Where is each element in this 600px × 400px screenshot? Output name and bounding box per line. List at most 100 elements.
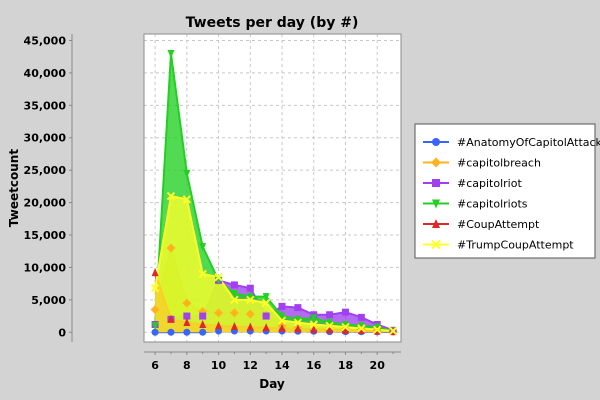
legend-label: #capitolbreach [457,157,541,170]
x-tick-label: 12 [243,359,258,372]
data-point [166,191,176,201]
y-tick-label: 0 [58,326,66,339]
data-point [294,304,302,312]
data-point [294,315,302,324]
data-point [151,328,159,336]
x-tick-label: 16 [306,359,322,372]
data-point [151,268,159,277]
x-tick-label: 14 [274,359,290,372]
legend-label: #CoupAttempt [457,218,540,231]
data-point [199,243,207,252]
data-point [229,308,239,318]
data-point [277,316,287,325]
data-point [215,321,223,330]
data-point [167,328,175,336]
data-point [182,298,192,308]
data-point [183,312,191,320]
data-point [357,325,365,334]
data-point [167,314,175,323]
x-tick-label: 6 [151,359,159,372]
legend: #AnatomyOfCapitolAttack #capitolbreach #ca… [414,123,600,259]
data-point [230,281,238,289]
data-point [183,318,191,327]
y-tick-label: 45,000 [24,34,67,47]
data-point [246,284,254,292]
data-point [166,243,176,253]
data-point [278,312,286,321]
y-tick-label: 35,000 [24,99,67,112]
legend-marker [432,179,440,187]
series-layer [154,53,394,334]
data-point [357,324,366,333]
data-point [341,325,349,334]
legend-label: #capitolriot [457,177,522,190]
data-point [183,328,191,336]
data-point [230,289,238,298]
legend-marker [431,239,441,250]
data-point [326,311,334,319]
y-tick-label: 40,000 [24,67,67,80]
legend-marker [432,199,440,209]
data-point [262,312,270,320]
data-point [214,272,223,282]
data-point [341,320,349,329]
data-point [293,318,303,327]
data-point [388,326,398,336]
data-point [183,169,191,178]
x-tick-label: 8 [183,359,191,372]
legend-label: #AnatomyOfCapitolAttack [457,136,600,149]
data-point [246,293,254,302]
y-tick-label: 25,000 [24,164,67,177]
y-axis-title: Tweetcount [7,149,21,227]
data-point [214,308,224,318]
data-point [199,319,207,328]
data-point [325,321,334,330]
data-point [246,295,255,305]
data-point [309,320,318,329]
marker-layer [150,49,398,336]
data-point [341,308,349,316]
legend-marker [431,157,441,168]
data-point [151,322,159,331]
legend-marker [432,138,440,146]
data-point [326,319,334,328]
data-point [198,269,207,279]
data-point [199,312,207,320]
data-point [230,321,238,330]
x-axis-title: Day [259,377,285,391]
data-point [326,325,334,334]
data-point [199,328,207,336]
y-tick-label: 15,000 [24,229,67,242]
data-point [182,195,192,204]
data-point [357,313,365,321]
x-tick-label: 20 [370,359,386,372]
y-tick-label: 10,000 [24,261,67,274]
series-line-5 [154,194,394,332]
series-area-5 [155,196,394,333]
data-point [262,323,270,332]
axes: 0 5,000 10,000 15,000 20,000 25,000 30,000 35,0… [24,34,401,372]
y-tick-label: 30,000 [24,132,67,145]
data-point [261,298,271,308]
x-tick-label: 10 [211,359,227,372]
data-point [278,302,286,310]
data-point [294,324,302,333]
legend-marker [432,219,440,228]
data-point [167,49,175,58]
data-point [310,325,318,334]
y-tick-label: 5,000 [31,294,66,307]
legend-box [414,123,596,259]
data-point [150,305,160,315]
plot-border [143,33,402,343]
chart-title: Tweets per day (by #) [186,15,359,31]
data-point [262,293,270,302]
series-line-3 [154,53,394,332]
data-point [150,283,160,293]
y-tick-label: 20,000 [24,197,67,210]
data-point [230,295,239,305]
data-point [341,322,350,332]
x-tick-label: 18 [338,359,353,372]
legend-label: #capitolriots [457,198,528,211]
data-point [246,322,254,331]
